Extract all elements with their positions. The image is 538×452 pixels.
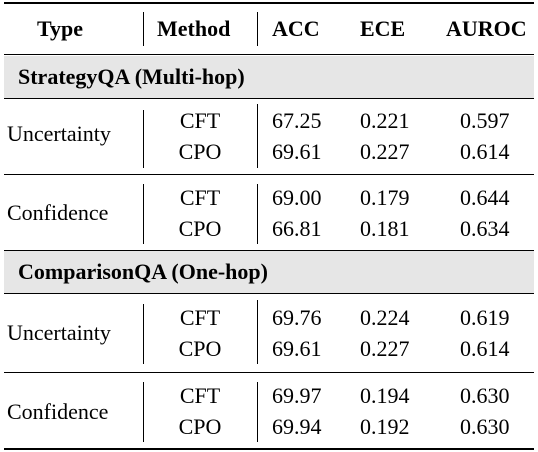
auroc-cell: 0.634 — [460, 216, 510, 241]
ece-cell: 0.179 — [360, 185, 410, 210]
group-rule — [4, 372, 534, 373]
header-separator — [257, 12, 258, 46]
section-header: ComparisonQA (One-hop) — [4, 251, 534, 293]
method-separator — [257, 382, 258, 442]
auroc-cell: 0.614 — [460, 139, 510, 164]
acc-cell: 67.25 — [272, 108, 322, 133]
auroc-cell: 0.619 — [460, 305, 510, 330]
type-label: Uncertainty — [7, 320, 111, 345]
group-rule — [4, 174, 534, 175]
section-header: StrategyQA (Multi-hop) — [4, 56, 534, 98]
method-cell: CFT — [179, 383, 221, 408]
type-label: Confidence — [7, 200, 109, 225]
auroc-cell: 0.630 — [460, 414, 510, 439]
section-title: StrategyQA (Multi-hop) — [18, 64, 245, 89]
header-separator — [143, 12, 144, 46]
type-label: Confidence — [7, 399, 109, 424]
header-acc: ACC — [272, 16, 320, 41]
acc-cell: 69.61 — [272, 139, 322, 164]
header-ece: ECE — [360, 16, 406, 41]
method-separator — [257, 104, 258, 168]
ece-cell: 0.227 — [360, 336, 410, 361]
header-type: Type — [37, 16, 84, 41]
section-rule — [4, 293, 534, 294]
header-auroc: AUROC — [446, 16, 527, 41]
method-cell: CPO — [178, 336, 222, 361]
ece-cell: 0.192 — [360, 414, 410, 439]
header-rule — [4, 54, 534, 56]
type-separator — [143, 304, 144, 364]
method-cell: CFT — [179, 108, 221, 133]
ece-cell: 0.224 — [360, 305, 410, 330]
type-separator — [143, 110, 144, 168]
auroc-cell: 0.614 — [460, 336, 510, 361]
bottom-rule — [4, 448, 534, 450]
section-title: ComparisonQA (One-hop) — [18, 259, 268, 284]
auroc-cell: 0.630 — [460, 383, 510, 408]
ece-cell: 0.221 — [360, 108, 410, 133]
method-cell: CFT — [179, 185, 221, 210]
auroc-cell: 0.597 — [460, 108, 510, 133]
section-rule — [4, 250, 534, 251]
acc-cell: 69.94 — [272, 414, 322, 439]
acc-cell: 69.76 — [272, 305, 322, 330]
acc-cell: 66.81 — [272, 216, 322, 241]
method-cell: CPO — [178, 216, 222, 241]
header-method: Method — [157, 16, 231, 41]
method-separator — [257, 184, 258, 244]
type-label: Uncertainty — [7, 121, 111, 146]
method-cell: CFT — [179, 305, 221, 330]
method-cell: CPO — [178, 139, 222, 164]
method-cell: CPO — [178, 414, 222, 439]
acc-cell: 69.61 — [272, 336, 322, 361]
type-separator — [143, 382, 144, 442]
type-separator — [143, 184, 144, 244]
acc-cell: 69.00 — [272, 185, 322, 210]
top-rule — [4, 2, 534, 4]
auroc-cell: 0.644 — [460, 185, 510, 210]
acc-cell: 69.97 — [272, 383, 322, 408]
method-separator — [257, 300, 258, 364]
ece-cell: 0.227 — [360, 139, 410, 164]
section-rule — [4, 98, 534, 99]
ece-cell: 0.194 — [360, 383, 410, 408]
ece-cell: 0.181 — [360, 216, 410, 241]
